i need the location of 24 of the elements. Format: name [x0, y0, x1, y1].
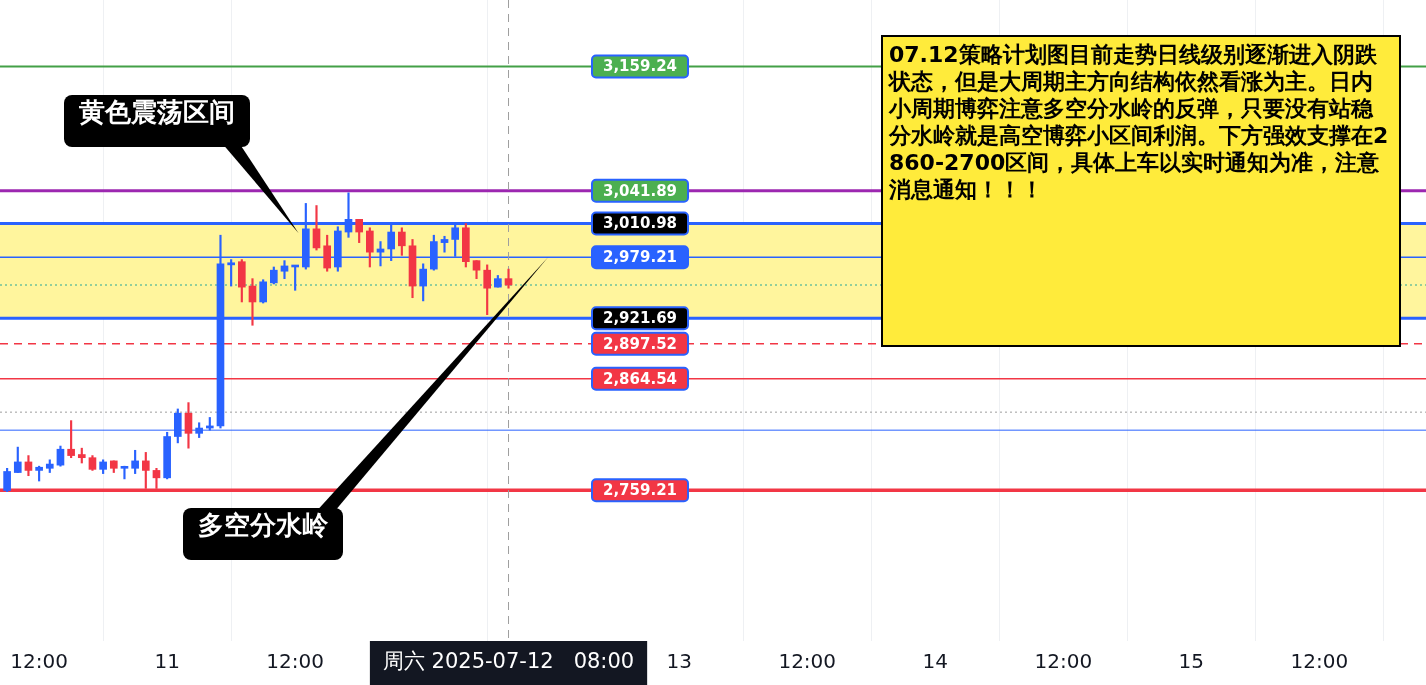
y-tick-label: 3,010.98 [602, 214, 678, 233]
candlestick [504, 268, 513, 289]
candlestick [120, 465, 129, 480]
y-tick-label: 3,159.24 [602, 57, 678, 76]
annotation: 黄色震荡区间 [64, 95, 250, 147]
candlestick [440, 235, 449, 253]
x-tick-label: 12:00 [1290, 649, 1349, 674]
x-tick-label: 12:00 [1034, 649, 1093, 674]
x-tick-label: 11 [154, 649, 180, 674]
y-tick-label: 2,897.52 [602, 334, 678, 353]
y-tick-label: 2,759.21 [602, 481, 678, 500]
annotation: 多空分水岭 [183, 508, 343, 560]
ref-line-label: 周六 2025-07-12 08:00 [382, 649, 635, 674]
candlestick [280, 260, 289, 279]
y-tick-label: 2,979.21 [602, 248, 678, 267]
y-tick-label: 2,864.54 [602, 369, 678, 388]
x-tick-label: 12:00 [778, 649, 837, 674]
x-tick-label: 15 [1178, 649, 1205, 674]
y-tick-label: 2,921.69 [602, 309, 678, 328]
x-tick-label: 13 [666, 649, 692, 674]
x-tick-label: 14 [922, 649, 948, 674]
x-tick-label: 12:00 [10, 649, 68, 674]
x-tick-label: 12:00 [266, 649, 324, 674]
y-tick-label: 3,041.89 [602, 181, 678, 200]
